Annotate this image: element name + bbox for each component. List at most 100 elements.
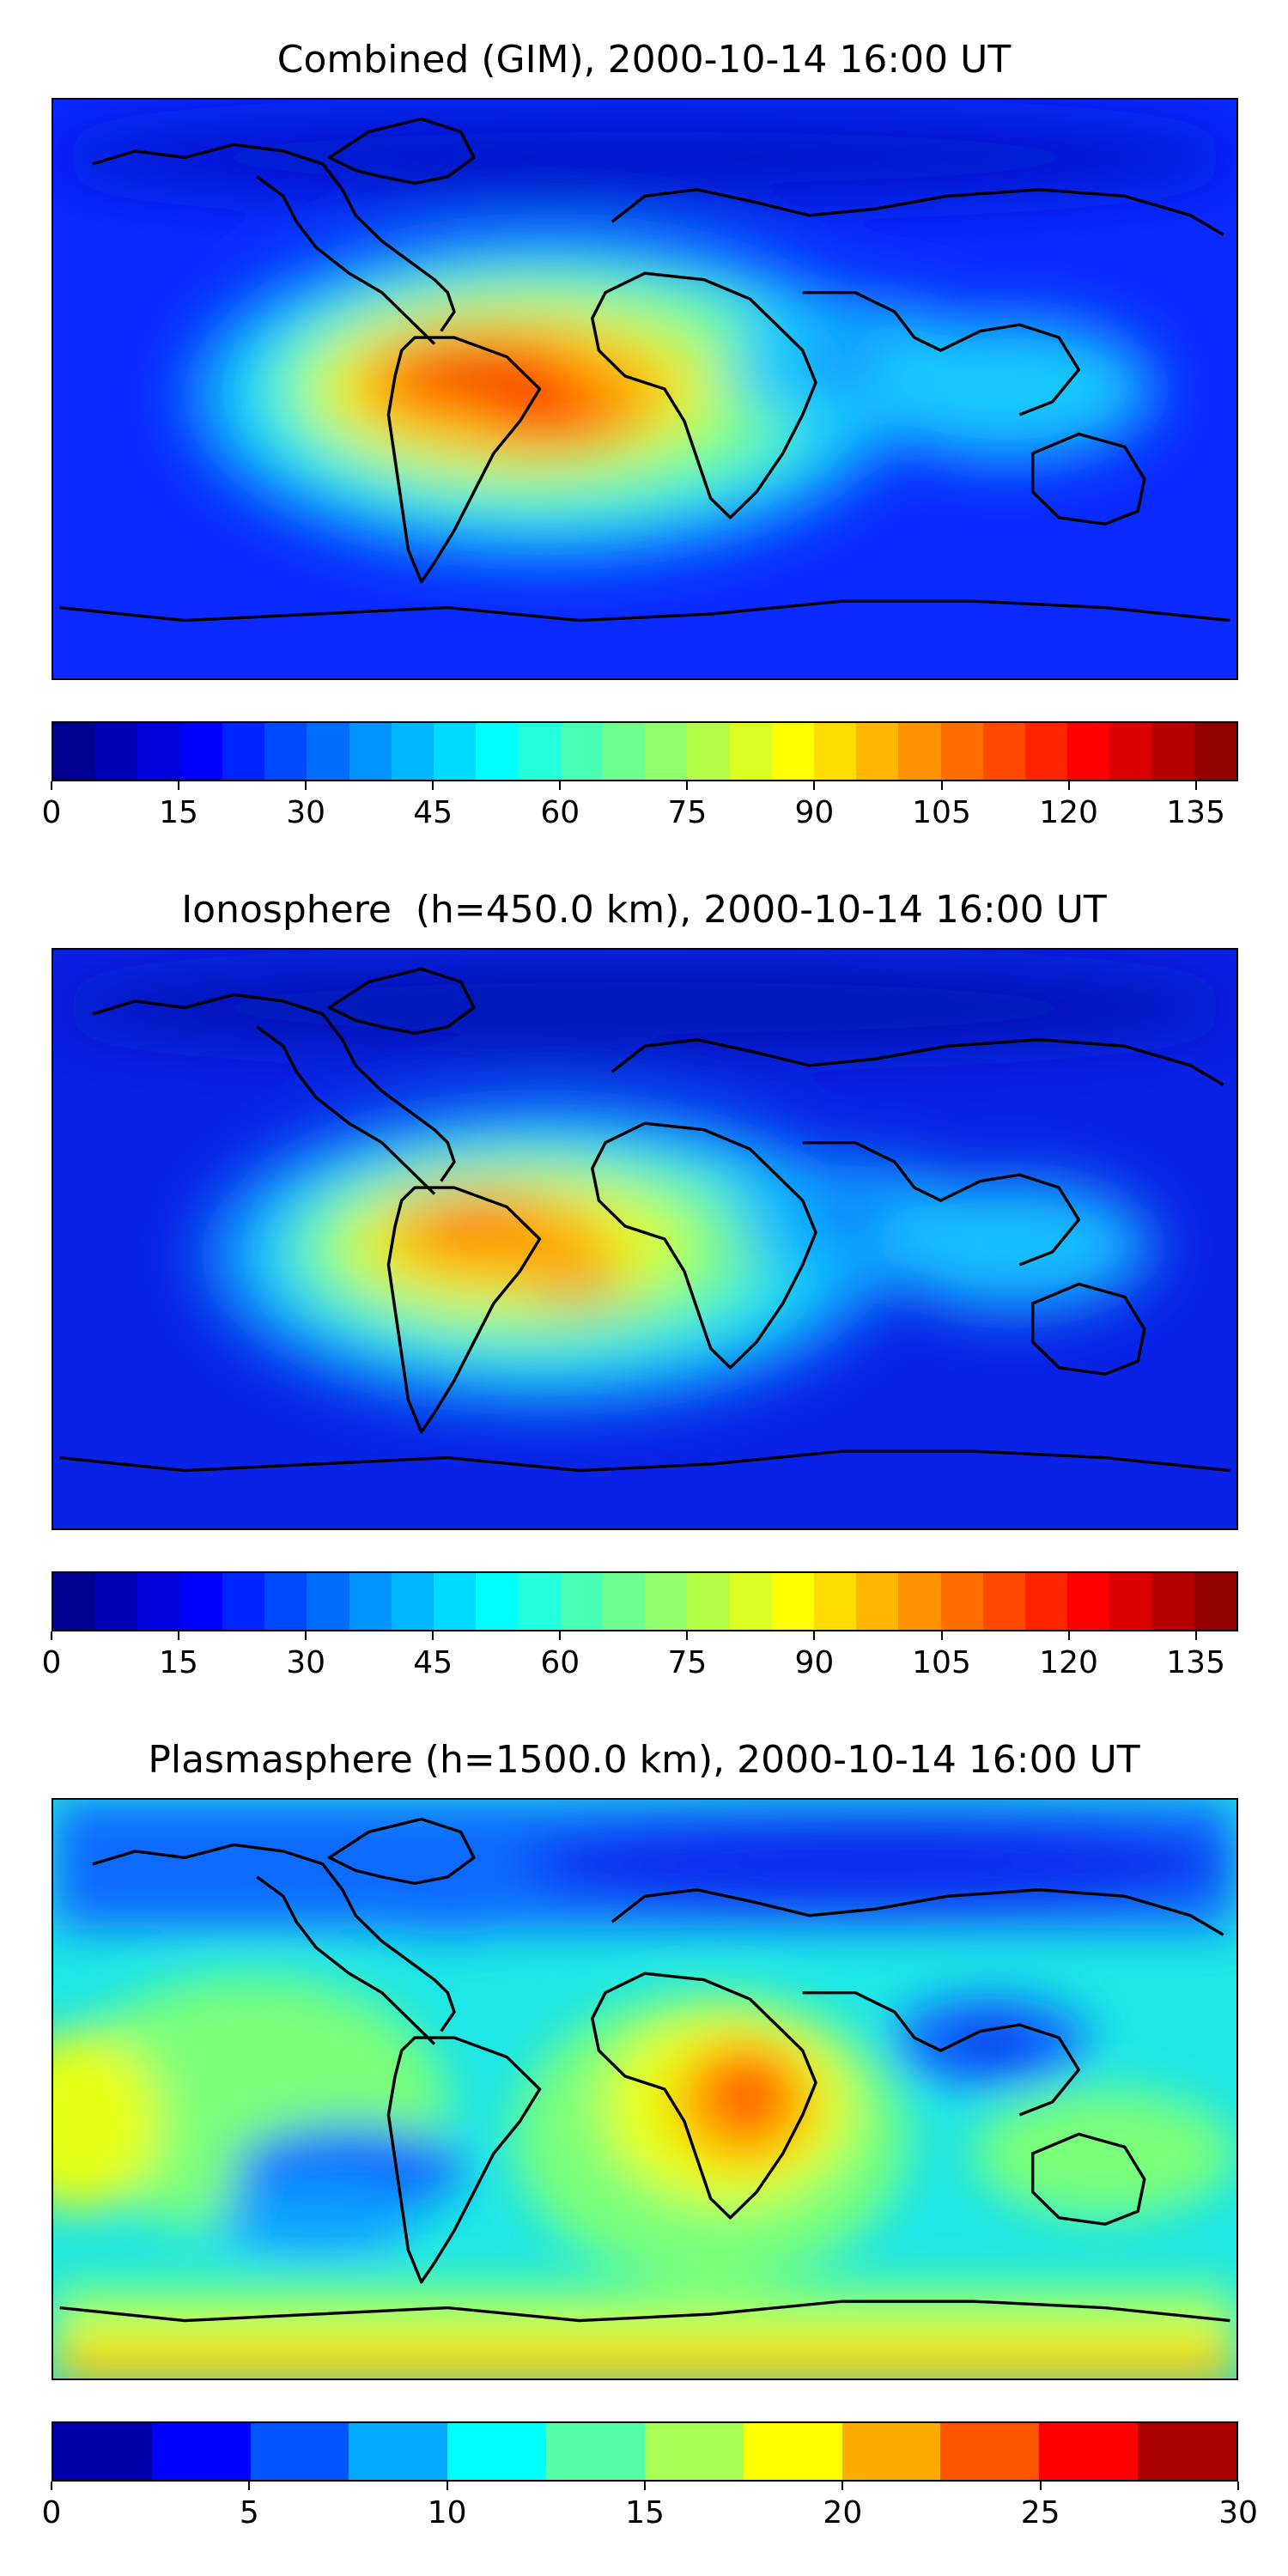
colorbar-tick-mark (559, 781, 562, 790)
colorbar-segment (264, 723, 307, 780)
colorbar-tick-mark (813, 781, 816, 790)
colorbar-tick-label: 135 (1166, 1645, 1225, 1680)
colorbar-tick-label: 45 (413, 795, 453, 830)
colorbar-segment (898, 723, 941, 780)
colorbar-tick-mark (248, 2482, 251, 2490)
colorbar-segment (560, 1573, 603, 1630)
colorbar-segment (151, 2423, 251, 2480)
panel-2-coastlines (59, 967, 1230, 1473)
colorbar-segment (95, 723, 138, 780)
colorbar-tick-mark (432, 781, 434, 790)
colorbar-segment (137, 723, 180, 780)
colorbar-segment (940, 2423, 1040, 2480)
panel-1-field (53, 112, 1236, 563)
colorbar-segment (729, 723, 772, 780)
colorbar-segment (645, 1573, 688, 1630)
colorbar-segment (1067, 1573, 1110, 1630)
colorbar-tick-label: 120 (1039, 795, 1098, 830)
colorbar-tick-mark (644, 2482, 646, 2490)
colorbar-segment (856, 723, 899, 780)
colorbar-segment (940, 723, 983, 780)
panel-2-colorbar (52, 1571, 1238, 1631)
colorbar-tick-label: 5 (239, 2495, 259, 2530)
colorbar-segment (433, 723, 477, 780)
panel-2-field (53, 962, 1236, 1410)
colorbar-segment (518, 1573, 561, 1630)
colorbar-segment (813, 1573, 857, 1630)
colorbar-segment (1067, 723, 1110, 780)
panel-1-colorbar (52, 721, 1238, 781)
colorbar-tick-mark (940, 1631, 943, 1640)
colorbar-tick-mark (1194, 1631, 1197, 1640)
colorbar-segment (898, 1573, 941, 1630)
colorbar-tick-mark (1237, 2482, 1239, 2490)
colorbar-tick-mark (813, 1631, 816, 1640)
colorbar-segment (1151, 1573, 1194, 1630)
panel-1-heatmap (53, 100, 1236, 678)
colorbar-tick-label: 75 (667, 1645, 708, 1680)
colorbar-segment (53, 2423, 152, 2480)
colorbar-segment (179, 1573, 222, 1630)
colorbar-segment (250, 2423, 349, 2480)
colorbar-segment (53, 723, 96, 780)
colorbar-segment (644, 2423, 744, 2480)
colorbar-segment (602, 1573, 646, 1630)
colorbar-segment (476, 723, 519, 780)
colorbar-tick-mark (51, 1631, 52, 1640)
colorbar-segment (560, 723, 603, 780)
colorbar-tick-label: 90 (794, 1645, 835, 1680)
colorbar-segment (743, 2423, 842, 2480)
colorbar-segment (222, 723, 265, 780)
colorbar-segment (1025, 723, 1068, 780)
colorbar-segment (982, 1573, 1026, 1630)
colorbar-segment (349, 1573, 392, 1630)
colorbar-tick-label: 30 (286, 1645, 326, 1680)
colorbar-segment (307, 1573, 349, 1630)
panel-3-title: Plasmasphere (h=1500.0 km), 2000-10-14 1… (148, 1738, 1140, 1782)
colorbar-tick-mark (305, 1631, 307, 1640)
colorbar-tick-label: 60 (540, 1645, 580, 1680)
colorbar-tick-mark (559, 1631, 562, 1640)
colorbar-segment (841, 2423, 941, 2480)
panel-3-colorbar-ticks: 0 5 10 15 20 25 30 (42, 2482, 1258, 2533)
colorbar-tick-label: 135 (1166, 795, 1225, 830)
panel-3-coastlines (59, 1817, 1230, 2323)
colorbar-tick-mark (841, 2482, 844, 2490)
colorbar-segment (179, 723, 222, 780)
colorbar-segment (940, 1573, 983, 1630)
colorbar-tick-label: 90 (794, 795, 835, 830)
panel-2-title: Ionosphere (h=450.0 km), 2000-10-14 16:0… (181, 888, 1107, 932)
colorbar-segment (602, 723, 646, 780)
colorbar-tick-label: 105 (912, 1645, 971, 1680)
panel-3-colorbar (52, 2421, 1238, 2482)
colorbar-segment (391, 1573, 434, 1630)
colorbar-segment (307, 723, 349, 780)
colorbar-segment (546, 2423, 645, 2480)
colorbar-segment (137, 1573, 180, 1630)
colorbar-segment (476, 1573, 519, 1630)
colorbar-tick-label: 25 (1020, 2495, 1060, 2530)
colorbar-tick-label: 60 (540, 795, 580, 830)
colorbar-segment (645, 723, 688, 780)
colorbar-segment (391, 723, 434, 780)
panel-2-map (52, 948, 1238, 1530)
colorbar-tick-label: 45 (413, 1645, 453, 1680)
colorbar-tick-mark (51, 781, 52, 790)
colorbar-segment (856, 1573, 899, 1630)
colorbar-segment (1039, 2423, 1139, 2480)
colorbar-segment (1109, 1573, 1152, 1630)
colorbar-tick-label: 0 (41, 1645, 62, 1680)
colorbar-segment (687, 1573, 730, 1630)
colorbar-segment (771, 723, 814, 780)
colorbar-tick-mark (51, 2482, 52, 2490)
panel-3-map (52, 1798, 1238, 2380)
colorbar-tick-label: 0 (41, 795, 62, 830)
colorbar-segment (95, 1573, 138, 1630)
colorbar-tick-mark (446, 2482, 448, 2490)
colorbar-tick-mark (940, 781, 943, 790)
colorbar-tick-label: 75 (667, 795, 708, 830)
colorbar-tick-mark (1194, 781, 1197, 790)
colorbar-segment (518, 723, 561, 780)
colorbar-tick-label: 15 (159, 1645, 198, 1680)
colorbar-segment (53, 1573, 96, 1630)
